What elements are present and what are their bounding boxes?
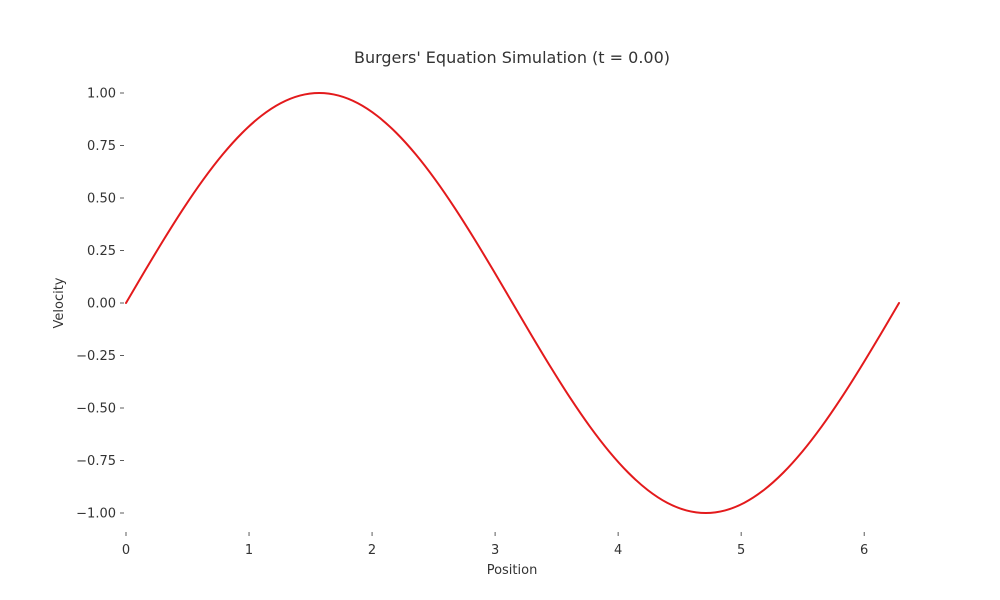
y-tick-label: −0.75: [76, 454, 116, 469]
y-axis-label: Velocity: [52, 277, 67, 328]
x-tick-label: 3: [491, 543, 499, 558]
x-tick-label: 0: [122, 543, 130, 558]
y-tick-label: −1.00: [76, 507, 116, 522]
chart-title: Burgers' Equation Simulation (t = 0.00): [354, 48, 670, 67]
y-tick-label: 0.00: [87, 297, 116, 312]
x-axis: 0 1 2 3 4 5 6: [122, 532, 868, 558]
x-tick-label: 2: [368, 543, 376, 558]
y-tick-label: 0.75: [87, 139, 116, 154]
y-tick-label: −0.50: [76, 402, 116, 417]
x-tick-label: 5: [737, 543, 745, 558]
plot-area: [125, 92, 901, 514]
x-tick-label: 1: [245, 543, 253, 558]
velocity-line: [125, 92, 901, 514]
x-tick-label: 4: [614, 543, 622, 558]
y-tick-label: 0.25: [87, 244, 116, 259]
y-axis: 1.00 0.75 0.50 0.25 0.00 −0.25 −0.50 −0.75 −1.00: [76, 87, 124, 522]
y-tick-label: −0.25: [76, 349, 116, 364]
y-tick-label: 1.00: [87, 87, 116, 102]
x-axis-label: Position: [487, 563, 538, 578]
x-tick-label: 6: [860, 543, 868, 558]
y-tick-label: 0.50: [87, 192, 116, 207]
